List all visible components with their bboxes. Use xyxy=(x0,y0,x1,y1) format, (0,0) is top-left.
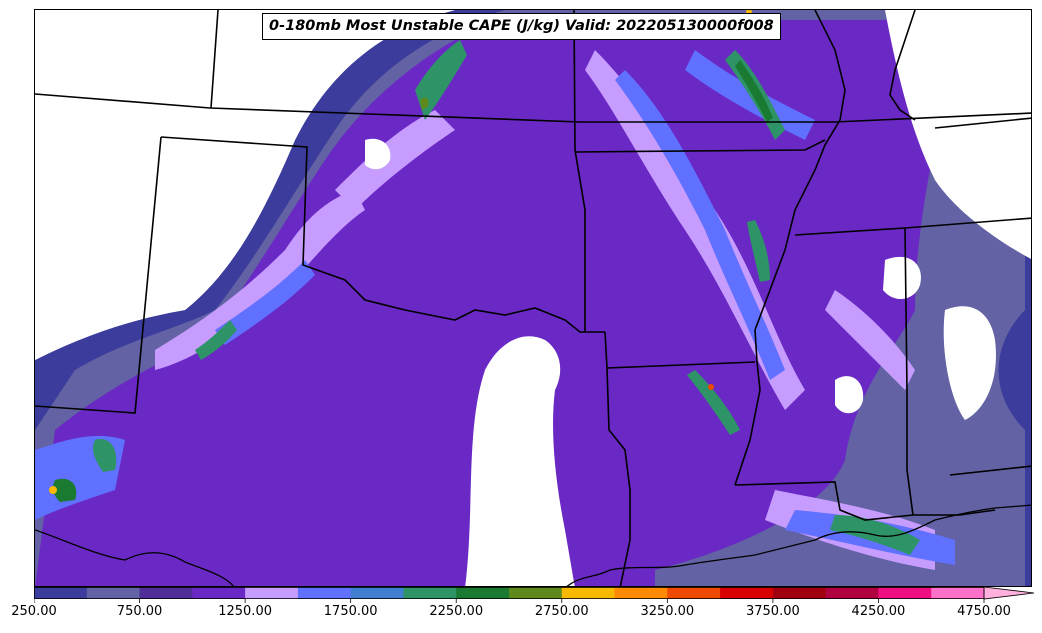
map-title: 0-180mb Most Unstable CAPE (J/kg) Valid:… xyxy=(262,13,781,40)
cape-region-2000-c xyxy=(747,220,770,282)
colorbar-extend-arrow xyxy=(983,587,1035,600)
cape-region-1500-a xyxy=(615,70,785,380)
no-cape-region-southeast-a xyxy=(883,256,921,300)
colorbar-tick-label: 3750.00 xyxy=(745,604,800,619)
no-cape-region-southeast-b xyxy=(835,376,864,414)
colorbar-tick-label: 3250.00 xyxy=(640,604,695,619)
colorbar-tick-label: 4250.00 xyxy=(851,604,906,619)
gulf-coastline xyxy=(35,504,1031,586)
cape-region-2000-e xyxy=(92,439,117,472)
cape-region-1250-a xyxy=(155,190,365,370)
colorbar-cell xyxy=(456,587,510,599)
colorbar-cell xyxy=(772,587,827,599)
cape-region-2000-d xyxy=(687,370,740,435)
cape-max-dot-a xyxy=(49,486,57,494)
colorbar-cell xyxy=(86,587,141,599)
cape-max-dot-b xyxy=(708,384,714,390)
map-panel xyxy=(34,9,1032,587)
colorbar-tick-label: 2250.00 xyxy=(429,604,484,619)
colorbar-cell xyxy=(192,587,246,599)
colorbar-cell xyxy=(561,587,616,599)
colorbar-cell xyxy=(667,587,721,599)
cape-map xyxy=(35,10,1031,586)
cape-region-2250-a xyxy=(735,60,773,122)
cape-region-2250-b xyxy=(52,478,77,502)
cape-region-1250-b xyxy=(335,110,455,210)
colorbar-cell xyxy=(139,587,193,599)
colorbar-cell xyxy=(614,587,668,599)
no-cape-region-northwest xyxy=(35,10,455,360)
colorbar-tick-label: 1250.00 xyxy=(218,604,272,619)
cape-region-1500-c xyxy=(215,260,315,345)
colorbar-tick-label: 4750.00 xyxy=(957,604,1011,619)
colorbar-cell xyxy=(403,587,457,599)
colorbar xyxy=(34,587,1035,603)
colorbar-tick-label: 750.00 xyxy=(116,604,163,619)
cape-region-1250-d xyxy=(825,290,915,390)
colorbar-tick-label: 1750.00 xyxy=(323,604,378,619)
colorbar-outline xyxy=(34,587,985,599)
colorbar-cell xyxy=(878,587,932,599)
colorbar-tick-label: 250.00 xyxy=(11,604,57,619)
colorbar-cell xyxy=(350,587,404,599)
colorbar-tick-label: 2750.00 xyxy=(534,604,589,619)
no-cape-region-kansas xyxy=(365,138,391,170)
no-cape-region-east xyxy=(885,10,1031,259)
state-borders xyxy=(35,10,1031,586)
colorbar-cell xyxy=(34,587,88,599)
colorbar-cell xyxy=(931,587,985,599)
colorbar-cell xyxy=(509,587,563,599)
no-cape-region-southeast-c xyxy=(943,306,996,420)
colorbar-cell xyxy=(720,587,774,599)
colorbar-cell xyxy=(297,587,352,599)
colorbar-cell xyxy=(245,587,299,599)
cape-region-1000 xyxy=(35,20,965,586)
no-cape-region-texas xyxy=(465,336,575,586)
colorbar-cell xyxy=(825,587,879,599)
cape-region-2000-g xyxy=(195,320,237,360)
cape-region-2500 xyxy=(420,97,429,110)
